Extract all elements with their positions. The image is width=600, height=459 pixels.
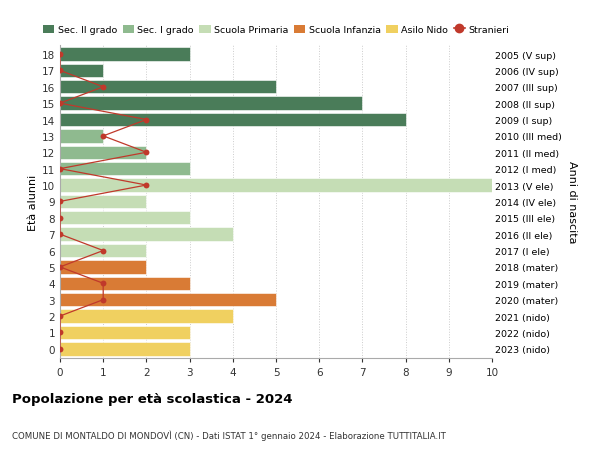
Point [98,133,108,140]
Bar [60,48,190,62]
Point [98,297,108,304]
Point [55,51,65,59]
Bar [60,97,362,111]
Bar [60,310,233,323]
Bar [60,228,233,241]
Point [98,280,108,287]
Text: Popolazione per età scolastica - 2024: Popolazione per età scolastica - 2024 [12,392,293,405]
Point [98,247,108,255]
Bar [60,277,190,291]
Bar [60,195,146,209]
Point [55,231,65,238]
Bar [60,130,103,143]
Point [98,84,108,91]
Bar [60,162,190,176]
Text: COMUNE DI MONTALDO DI MONDOVÌ (CN) - Dati ISTAT 1° gennaio 2024 - Elaborazione T: COMUNE DI MONTALDO DI MONDOVÌ (CN) - Dat… [12,429,446,440]
Y-axis label: Anni di nascita: Anni di nascita [567,161,577,243]
Bar [60,81,276,94]
Point [55,198,65,206]
Bar [60,179,492,192]
Bar [60,146,146,160]
Point [142,182,151,189]
Y-axis label: Età alunni: Età alunni [28,174,38,230]
Bar [60,65,103,78]
Point [55,67,65,75]
Bar [60,261,146,274]
Bar [60,113,406,127]
Point [55,313,65,320]
Bar [60,212,190,225]
Point [55,166,65,173]
Bar [60,342,190,356]
Bar [60,244,146,257]
Point [142,117,151,124]
Point [55,215,65,222]
Point [55,329,65,336]
Legend: Sec. II grado, Sec. I grado, Scuola Primaria, Scuola Infanzia, Asilo Nido, Stran: Sec. II grado, Sec. I grado, Scuola Prim… [43,26,509,35]
Point [55,345,65,353]
Point [55,263,65,271]
Point [142,149,151,157]
Bar [60,326,190,339]
Point [55,100,65,107]
Bar [60,293,276,307]
